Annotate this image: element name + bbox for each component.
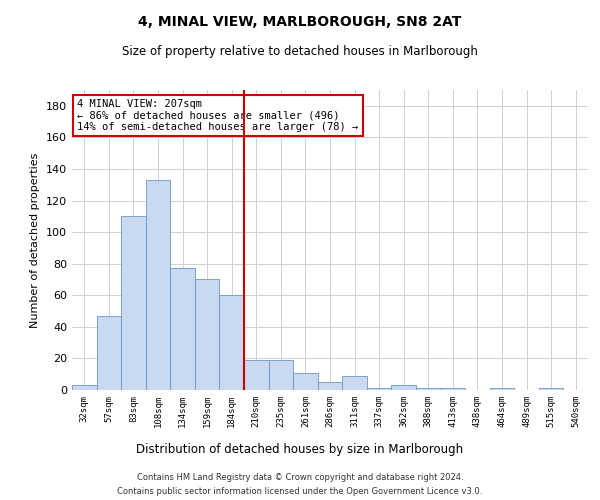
Bar bbox=[244, 360, 269, 390]
Bar bbox=[220, 296, 244, 390]
Text: Distribution of detached houses by size in Marlborough: Distribution of detached houses by size … bbox=[136, 442, 464, 456]
Bar bbox=[97, 316, 121, 390]
Bar bbox=[490, 388, 514, 390]
Bar bbox=[318, 382, 342, 390]
Text: 4, MINAL VIEW, MARLBOROUGH, SN8 2AT: 4, MINAL VIEW, MARLBOROUGH, SN8 2AT bbox=[139, 15, 461, 29]
Bar bbox=[416, 388, 440, 390]
Y-axis label: Number of detached properties: Number of detached properties bbox=[31, 152, 40, 328]
Bar bbox=[342, 376, 367, 390]
Bar bbox=[195, 280, 220, 390]
Bar bbox=[170, 268, 195, 390]
Bar bbox=[121, 216, 146, 390]
Text: Contains HM Land Registry data © Crown copyright and database right 2024.: Contains HM Land Registry data © Crown c… bbox=[137, 472, 463, 482]
Bar bbox=[293, 372, 318, 390]
Bar bbox=[146, 180, 170, 390]
Text: Contains public sector information licensed under the Open Government Licence v3: Contains public sector information licen… bbox=[118, 488, 482, 496]
Text: Size of property relative to detached houses in Marlborough: Size of property relative to detached ho… bbox=[122, 45, 478, 58]
Text: 4 MINAL VIEW: 207sqm
← 86% of detached houses are smaller (496)
14% of semi-deta: 4 MINAL VIEW: 207sqm ← 86% of detached h… bbox=[77, 99, 358, 132]
Bar bbox=[367, 388, 391, 390]
Bar bbox=[72, 386, 97, 390]
Bar bbox=[391, 386, 416, 390]
Bar bbox=[539, 388, 563, 390]
Bar bbox=[269, 360, 293, 390]
Bar bbox=[440, 388, 465, 390]
